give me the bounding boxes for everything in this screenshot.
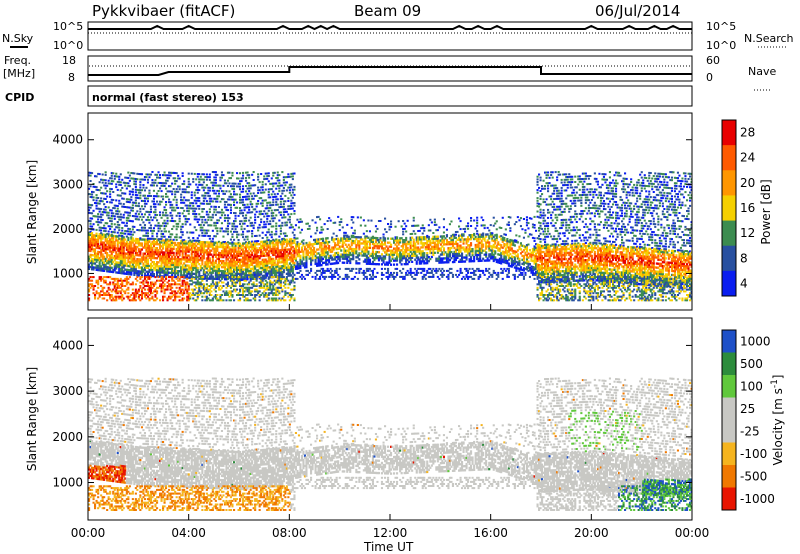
- power-colorbar-swatch: [722, 245, 736, 272]
- y-tick-label: 4000: [52, 133, 83, 147]
- power-colorbar-tick: 8: [740, 251, 748, 265]
- freq-tick-bottom: 8: [68, 71, 75, 84]
- velocity-colorbar-swatch: [722, 442, 736, 466]
- date-title: 06/Jul/2014: [595, 2, 680, 20]
- velocity-colorbar: 1000 500 100 25 -25 -100 -500 -1000 Velocity [m…: [721, 329, 785, 511]
- freq-frame: [87, 55, 693, 82]
- nsky-tick-top: 10^5: [53, 20, 83, 33]
- power-colorbar-tick: 28: [740, 126, 755, 140]
- freq-series: [88, 66, 692, 76]
- cpid-frame: [87, 85, 693, 107]
- velocity-colorbar-swatch: [722, 375, 736, 398]
- power-colorbar-tick: 20: [740, 176, 755, 190]
- power-colorbar-tick: 16: [740, 201, 755, 215]
- x-tick-label: 00:00: [675, 526, 710, 540]
- nsearch-tick-top: 10^5: [706, 20, 736, 33]
- y-tick-label: 1000: [52, 266, 83, 280]
- nsky-tick-bottom: 10^0: [53, 39, 83, 52]
- velocity-colorbar-tick: 25: [740, 402, 755, 416]
- velocity-colorbar-swatch: [722, 330, 736, 353]
- freq-unit-label: [MHz]: [3, 67, 35, 80]
- velocity-colorbar-tick: -500: [740, 469, 767, 483]
- velocity-colorbar-tick: -1000: [740, 492, 775, 506]
- velocity-panel: 1000 2000 3000 4000 00:00 04:00 08:00 12:00 16:…: [25, 304, 709, 554]
- power-colorbar-tick: 24: [740, 151, 755, 165]
- velocity-colorbar-swatch: [722, 420, 736, 443]
- power-colorbar: 28 24 20 16 12 8 4 Power [dB]: [721, 119, 773, 297]
- velocity-scatter-layer: [88, 377, 692, 511]
- velocity-colorbar-tick: -25: [740, 424, 760, 438]
- cpid-text: normal (fast stereo) 153: [92, 91, 244, 104]
- power-colorbar-tick: 12: [740, 226, 755, 240]
- x-axis-label: Time UT: [363, 540, 414, 554]
- x-tick-label: 00:00: [71, 526, 106, 540]
- power-colorbar-swatch: [722, 145, 736, 171]
- power-panel: 1000 2000 3000 4000 Slant Range [km]: [25, 112, 693, 311]
- cpid-strip: CPID normal (fast stereo) 153: [5, 85, 693, 107]
- nave-tick-bottom: 0: [706, 71, 713, 84]
- power-y-label: Slant Range [km]: [25, 160, 39, 264]
- velocity-colorbar-tick: 100: [740, 379, 763, 393]
- power-colorbar-swatch: [722, 220, 736, 247]
- y-tick-label: 2000: [52, 222, 83, 236]
- power-scatter-layer: [88, 171, 692, 302]
- power-colorbar-swatch: [722, 170, 736, 196]
- nsky-frame: [87, 21, 693, 51]
- nsearch-tick-bottom: 10^0: [706, 39, 736, 52]
- station-title: Pykkvibaer (fitACF): [92, 2, 235, 20]
- velocity-x-axis: 00:00 04:00 08:00 12:00 16:00 20:00 00:00: [71, 304, 710, 540]
- y-tick-label: 1000: [52, 476, 83, 490]
- nsearch-label: N.Search: [744, 32, 794, 45]
- nave-tick-top: 60: [706, 54, 720, 67]
- velocity-colorbar-tick: 500: [740, 357, 763, 371]
- velocity-y-axis: 1000 2000 3000 4000: [52, 338, 692, 490]
- power-colorbar-swatch: [722, 270, 736, 297]
- velocity-colorbar-swatch: [722, 352, 736, 376]
- cpid-label: CPID: [5, 91, 34, 104]
- x-tick-label: 04:00: [171, 526, 206, 540]
- power-colorbar-swatch: [722, 120, 736, 146]
- nsky-series: [88, 24, 692, 31]
- y-tick-label: 4000: [52, 338, 83, 352]
- freq-tick-top: 18: [62, 54, 76, 67]
- velocity-colorbar-swatch: [722, 465, 736, 488]
- velocity-colorbar-label: Velocity [m s-1]: [770, 375, 785, 466]
- beam-title: Beam 09: [354, 2, 421, 20]
- y-tick-label: 3000: [52, 384, 83, 398]
- power-colorbar-swatch: [722, 195, 736, 222]
- x-tick-label: 08:00: [272, 526, 307, 540]
- freq-label: Freq.: [4, 54, 31, 67]
- x-tick-label: 20:00: [574, 526, 609, 540]
- velocity-colorbar-swatch: [722, 487, 736, 511]
- y-tick-label: 2000: [52, 430, 83, 444]
- power-colorbar-label: Power [dB]: [759, 179, 773, 244]
- nsky-strip: N.Sky 10^5 10^0 10^5 10^0 N.Search: [2, 20, 794, 52]
- power-colorbar-tick: 4: [740, 276, 748, 290]
- y-tick-label: 3000: [52, 177, 83, 191]
- velocity-colorbar-tick: 1000: [740, 334, 771, 348]
- freq-strip: Freq. [MHz] 18 8 60 0 Nave: [3, 54, 776, 91]
- nsky-label: N.Sky: [2, 32, 34, 45]
- power-y-axis: 1000 2000 3000 4000: [52, 133, 692, 280]
- x-tick-label: 16:00: [473, 526, 508, 540]
- velocity-colorbar-swatch: [722, 397, 736, 421]
- nave-label: Nave: [748, 65, 776, 78]
- velocity-y-label: Slant Range [km]: [25, 367, 39, 471]
- x-tick-label: 12:00: [373, 526, 408, 540]
- velocity-colorbar-tick: -100: [740, 447, 767, 461]
